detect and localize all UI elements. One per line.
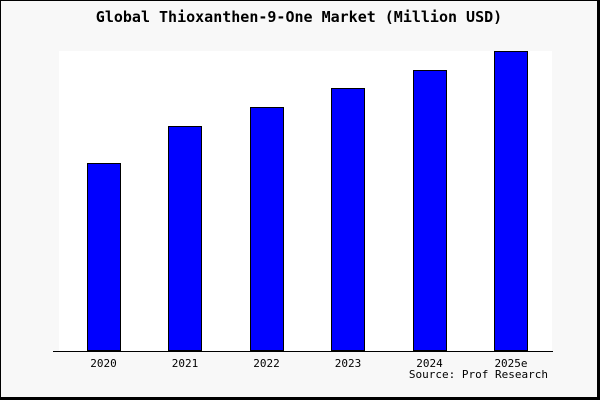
bar-2021	[168, 126, 202, 351]
bar-2022	[249, 107, 284, 351]
bar-2025e	[494, 51, 528, 351]
source-credit: Source: Prof Research	[408, 368, 548, 381]
x-tick-label-2023: 2023	[334, 357, 362, 370]
x-tick-label-2020: 2020	[90, 357, 117, 370]
bar-2024	[412, 70, 447, 351]
bar-2023	[331, 88, 365, 351]
x-tick-label-2021: 2021	[171, 357, 199, 370]
chart-title: Global Thioxanthen-9-One Market (Million…	[95, 8, 503, 26]
x-tick-label-2024: 2024	[416, 357, 443, 370]
plot-area	[59, 51, 552, 351]
bar-2020	[86, 163, 121, 351]
x-tick-label-2025e: 2025e	[494, 357, 528, 370]
x-axis-line	[53, 351, 553, 352]
x-tick-label-2022: 2022	[253, 357, 280, 370]
